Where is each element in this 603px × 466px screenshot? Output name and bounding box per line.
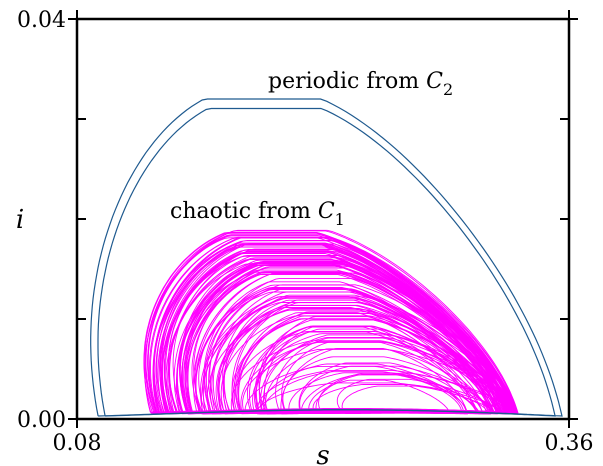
chaotic-trajectory	[143, 229, 519, 415]
x-tick-label-max: 0.36	[545, 431, 594, 456]
chaotic-loop-138	[201, 297, 492, 415]
axis-ticks	[68, 10, 578, 428]
annotation-chaotic: chaotic from C1	[170, 199, 345, 229]
y-tick-label-min: 0.00	[17, 408, 66, 433]
annotation-periodic: periodic from C2	[268, 69, 453, 99]
x-axis-label: s	[316, 441, 329, 466]
chaotic-loop-90	[264, 325, 479, 414]
y-tick-label-max: 0.04	[17, 8, 66, 33]
x-tick-label-min: 0.08	[53, 431, 102, 456]
y-axis-label: i	[16, 205, 24, 235]
periodic-trajectory	[90, 98, 563, 417]
periodic-loop-1	[97, 107, 556, 417]
